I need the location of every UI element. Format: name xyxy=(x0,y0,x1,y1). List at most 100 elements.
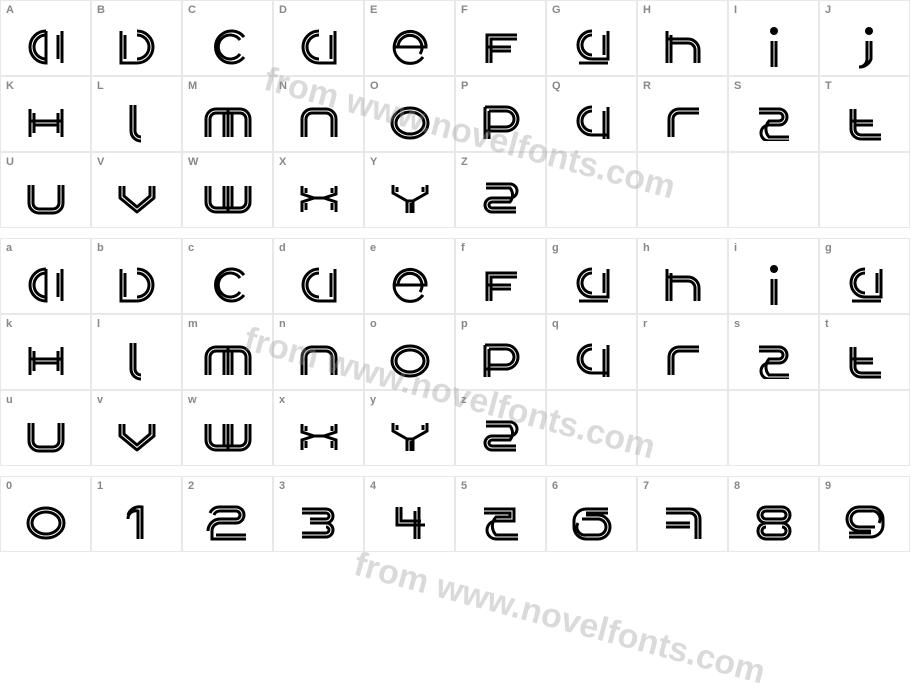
cell-label: n xyxy=(274,315,363,333)
cell-glyph xyxy=(183,333,272,389)
cell-label: C xyxy=(183,1,272,19)
cell-glyph xyxy=(547,159,636,227)
cell-glyph xyxy=(820,397,909,465)
glyph-cell: 9 xyxy=(819,476,910,552)
cell-glyph xyxy=(365,333,454,389)
cell-glyph xyxy=(365,19,454,75)
cell-label: t xyxy=(820,315,909,333)
glyph-cell: P xyxy=(455,76,546,152)
glyph-cell: L xyxy=(91,76,182,152)
cell-label: 5 xyxy=(456,477,545,495)
cell-label: y xyxy=(365,391,454,409)
cell-label: H xyxy=(638,1,727,19)
cell-label: Z xyxy=(456,153,545,171)
cell-glyph xyxy=(365,409,454,465)
cell-label: g xyxy=(547,239,636,257)
cell-glyph xyxy=(365,495,454,551)
glyph-cell xyxy=(819,390,910,466)
cell-glyph xyxy=(638,397,727,465)
cell-glyph xyxy=(274,257,363,313)
glyph-cell: y xyxy=(364,390,455,466)
cell-label: u xyxy=(1,391,90,409)
cell-glyph xyxy=(1,409,90,465)
cell-glyph xyxy=(92,257,181,313)
glyph-cell: 2 xyxy=(182,476,273,552)
cell-glyph xyxy=(729,257,818,313)
cell-glyph xyxy=(456,19,545,75)
glyph-cell: d xyxy=(273,238,364,314)
glyph-cell: 1 xyxy=(91,476,182,552)
glyph-cell: v xyxy=(91,390,182,466)
cell-glyph xyxy=(92,171,181,227)
glyph-cell: q xyxy=(546,314,637,390)
cell-label: J xyxy=(820,1,909,19)
cell-label: U xyxy=(1,153,90,171)
cell-label: Q xyxy=(547,77,636,95)
glyph-cell: N xyxy=(273,76,364,152)
glyph-cell: 5 xyxy=(455,476,546,552)
cell-label: 6 xyxy=(547,477,636,495)
cell-glyph xyxy=(820,495,909,551)
cell-glyph xyxy=(183,171,272,227)
glyph-cell: t xyxy=(819,314,910,390)
glyph-cell: M xyxy=(182,76,273,152)
glyph-cell: 6 xyxy=(546,476,637,552)
cell-label: K xyxy=(1,77,90,95)
cell-glyph xyxy=(547,19,636,75)
glyph-cell: m xyxy=(182,314,273,390)
cell-glyph xyxy=(456,95,545,151)
cell-glyph xyxy=(638,95,727,151)
cell-label: O xyxy=(365,77,454,95)
cell-glyph xyxy=(820,333,909,389)
cell-glyph xyxy=(1,333,90,389)
cell-glyph xyxy=(729,397,818,465)
glyph-cell: r xyxy=(637,314,728,390)
glyph-cell: W xyxy=(182,152,273,228)
cell-label: x xyxy=(274,391,363,409)
cell-label: k xyxy=(1,315,90,333)
cell-label: o xyxy=(365,315,454,333)
glyph-cell: z xyxy=(455,390,546,466)
glyph-cell: K xyxy=(0,76,91,152)
cell-glyph xyxy=(274,95,363,151)
glyph-cell: G xyxy=(546,0,637,76)
cell-label: v xyxy=(92,391,181,409)
glyph-cell: s xyxy=(728,314,819,390)
glyph-cell: k xyxy=(0,314,91,390)
cell-glyph xyxy=(1,257,90,313)
cell-glyph xyxy=(456,171,545,227)
cell-label: l xyxy=(92,315,181,333)
cell-glyph xyxy=(183,409,272,465)
glyph-cell: f xyxy=(455,238,546,314)
character-map-grid: ABCDEFGHIJKLMNOPQRSTUVWXYZabcdefghigklmn… xyxy=(0,0,911,552)
cell-label: m xyxy=(183,315,272,333)
glyph-cell: w xyxy=(182,390,273,466)
glyph-cell xyxy=(546,152,637,228)
cell-label: 9 xyxy=(820,477,909,495)
cell-glyph xyxy=(92,19,181,75)
cell-label: b xyxy=(92,239,181,257)
grid-row: 0123456789 xyxy=(0,476,911,552)
glyph-cell: O xyxy=(364,76,455,152)
cell-label: s xyxy=(729,315,818,333)
cell-label: 8 xyxy=(729,477,818,495)
cell-label: i xyxy=(729,239,818,257)
cell-label: 3 xyxy=(274,477,363,495)
cell-label: 1 xyxy=(92,477,181,495)
cell-label: W xyxy=(183,153,272,171)
cell-glyph xyxy=(547,95,636,151)
cell-label: 0 xyxy=(1,477,90,495)
cell-glyph xyxy=(183,495,272,551)
cell-glyph xyxy=(274,409,363,465)
cell-glyph xyxy=(1,95,90,151)
cell-label: F xyxy=(456,1,545,19)
cell-glyph xyxy=(1,495,90,551)
cell-glyph xyxy=(547,333,636,389)
cell-glyph xyxy=(820,95,909,151)
cell-glyph xyxy=(274,171,363,227)
cell-glyph xyxy=(638,495,727,551)
cell-glyph xyxy=(274,333,363,389)
cell-label: P xyxy=(456,77,545,95)
glyph-cell: J xyxy=(819,0,910,76)
glyph-cell: g xyxy=(546,238,637,314)
